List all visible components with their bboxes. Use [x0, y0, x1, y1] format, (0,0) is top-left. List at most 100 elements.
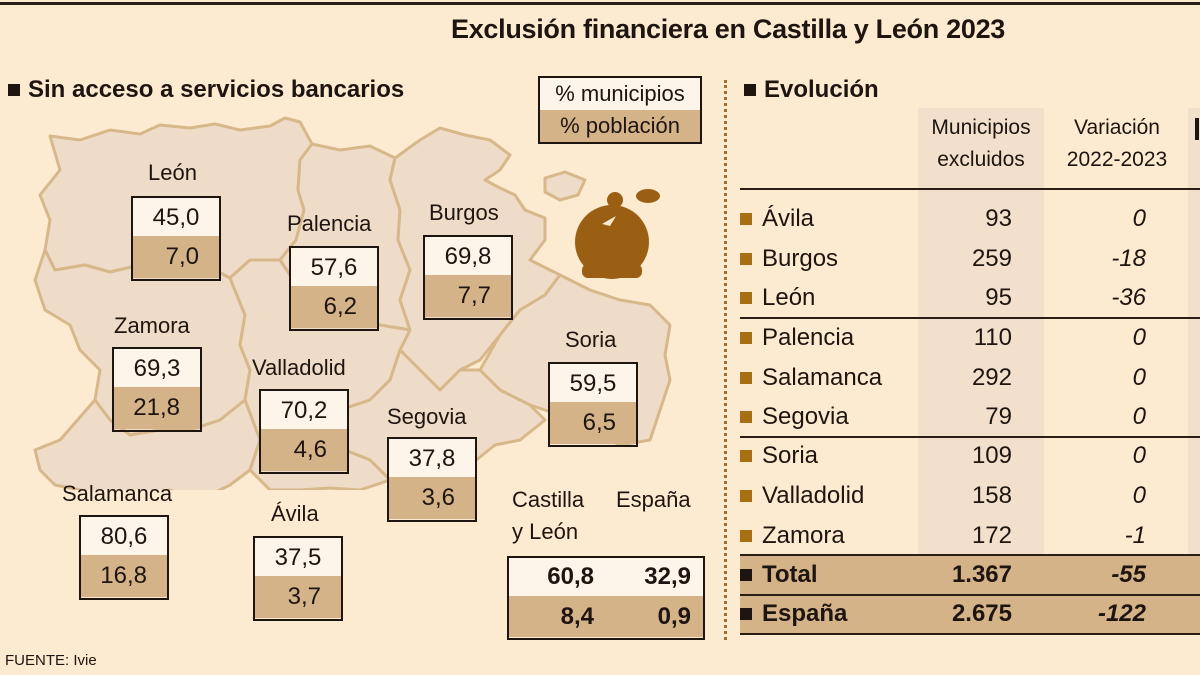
col-header-third-partial: [1195, 118, 1199, 140]
province-name-zamora: Zamora: [114, 313, 190, 338]
row-municipios: 2.675: [951, 600, 1012, 627]
row-variacion: 0: [1132, 324, 1146, 351]
row-variacion: 0: [1132, 205, 1146, 232]
province-box-soria: 59,5 6,5: [548, 362, 638, 447]
total-band: [740, 555, 1200, 595]
province-swatch-icon: [740, 332, 752, 344]
province-box-leon: 45,0 7,0: [131, 196, 221, 281]
row-variacion: -36: [1111, 284, 1146, 311]
row-municipios: 109: [971, 442, 1012, 469]
summary-row-municipios: 60,8 32,9: [509, 558, 703, 596]
row-label: España: [762, 600, 848, 627]
province-name-palencia: Palencia: [287, 211, 372, 236]
row-municipios: 79: [985, 403, 1012, 430]
summary-label-cyl: Castilla y León: [512, 484, 584, 548]
row-municipios: 95: [985, 284, 1012, 311]
row-label: Ávila: [762, 205, 815, 232]
legend-poblacion: % población: [540, 110, 700, 142]
province-box-salamanca: 80,6 16,8: [79, 515, 169, 600]
province-box-palencia: 57,6 6,2: [289, 246, 379, 331]
col-shade-third: [1188, 108, 1200, 555]
table-row: Segovia 79 0: [740, 398, 1200, 436]
table-row: Soria 109 0: [740, 437, 1200, 475]
table-group-rule: [740, 436, 1200, 438]
province-name-segovia: Segovia: [387, 404, 467, 429]
row-municipios: 292: [971, 364, 1012, 391]
row-variacion: 0: [1132, 364, 1146, 391]
total-rule-bottom: [740, 594, 1200, 596]
summary-cyl-poblacion: 8,4: [560, 603, 594, 630]
col-shade-municipios: [918, 108, 1044, 555]
row-variacion: -55: [1111, 561, 1146, 588]
row-label: Zamora: [762, 522, 845, 549]
province-swatch-icon: [740, 292, 752, 304]
row-variacion: -122: [1097, 600, 1146, 627]
col-header-variacion-line1: Variación: [1074, 116, 1160, 139]
value-municipios: 80,6: [81, 517, 167, 555]
province-swatch-icon: [740, 530, 752, 542]
province-swatch-icon: [740, 372, 752, 384]
table-row: Burgos 259 -18: [740, 240, 1200, 278]
row-variacion: -1: [1124, 522, 1146, 549]
col-header-municipios-line1: Municipios: [931, 116, 1031, 139]
row-label: Total: [762, 561, 818, 588]
province-name-valladolid: Valladolid: [252, 355, 346, 380]
value-poblacion: 3,6: [389, 477, 475, 519]
province-box-zamora: 69,3 21,8: [112, 347, 202, 432]
bullet-square-icon: [740, 569, 752, 581]
table-row: Salamanca 292 0: [740, 359, 1200, 397]
summary-box: 60,8 32,9 8,4 0,9: [507, 556, 705, 640]
bullet-square-icon: [8, 84, 20, 96]
table-row: Valladolid 158 0: [740, 477, 1200, 515]
table-row: León 95 -36: [740, 279, 1200, 317]
section-divider: [724, 80, 727, 640]
summary-label-spain: España: [616, 487, 691, 512]
bullet-square-icon: [744, 84, 756, 96]
province-swatch-icon: [740, 490, 752, 502]
row-municipios: 110: [973, 324, 1012, 351]
map-section-heading: Sin acceso a servicios bancarios: [8, 76, 404, 104]
table-section-heading-text: Evolución: [764, 76, 879, 103]
row-municipios: 93: [985, 205, 1012, 232]
row-variacion: -18: [1111, 245, 1146, 272]
col-header-municipios: Municipios excluidos: [918, 112, 1044, 176]
row-label: Burgos: [762, 245, 839, 272]
province-swatch-icon: [740, 253, 752, 265]
col-header-variacion-line2: 2022-2023: [1066, 148, 1168, 171]
row-label: Segovia: [762, 403, 849, 430]
province-name-soria: Soria: [565, 327, 617, 352]
row-label: Valladolid: [762, 482, 865, 509]
summary-label-cyl-line2: y León: [512, 519, 579, 544]
value-municipios: 57,6: [291, 248, 377, 286]
table-row: Palencia 110 0: [740, 319, 1200, 357]
col-header-municipios-line2: excluidos: [937, 148, 1025, 171]
value-poblacion: 3,7: [255, 576, 341, 618]
province-name-avila: Ávila: [271, 501, 319, 526]
value-municipios: 69,3: [114, 349, 200, 387]
row-label: León: [762, 284, 816, 311]
province-swatch-icon: [740, 450, 752, 462]
value-municipios: 45,0: [133, 198, 219, 236]
map-enclave: [543, 170, 587, 202]
source-note: FUENTE: Ivie: [5, 652, 97, 669]
province-box-avila: 37,5 3,7: [253, 536, 343, 621]
table-row-total: Total 1.367 -55: [740, 556, 1200, 594]
value-poblacion: 16,8: [81, 555, 167, 597]
row-municipios: 259: [971, 245, 1012, 272]
summary-cyl-municipios: 60,8: [547, 563, 594, 590]
value-municipios: 37,5: [255, 538, 341, 576]
summary-esp-municipios: 32,9: [644, 563, 691, 590]
legend-municipios: % municipios: [540, 78, 700, 110]
value-poblacion: 21,8: [114, 387, 200, 429]
row-variacion: 0: [1132, 442, 1146, 469]
province-box-burgos: 69,8 7,7: [423, 235, 513, 320]
page-title: Exclusión financiera en Castilla y León …: [450, 14, 1006, 44]
province-name-salamanca: Salamanca: [62, 481, 173, 506]
row-label: Salamanca: [762, 364, 883, 391]
value-poblacion: 6,2: [291, 286, 377, 328]
row-label: Soria: [762, 442, 819, 469]
province-swatch-icon: [740, 411, 752, 423]
province-name-burgos: Burgos: [429, 200, 499, 225]
row-variacion: 0: [1132, 482, 1146, 509]
value-municipios: 70,2: [261, 391, 347, 429]
